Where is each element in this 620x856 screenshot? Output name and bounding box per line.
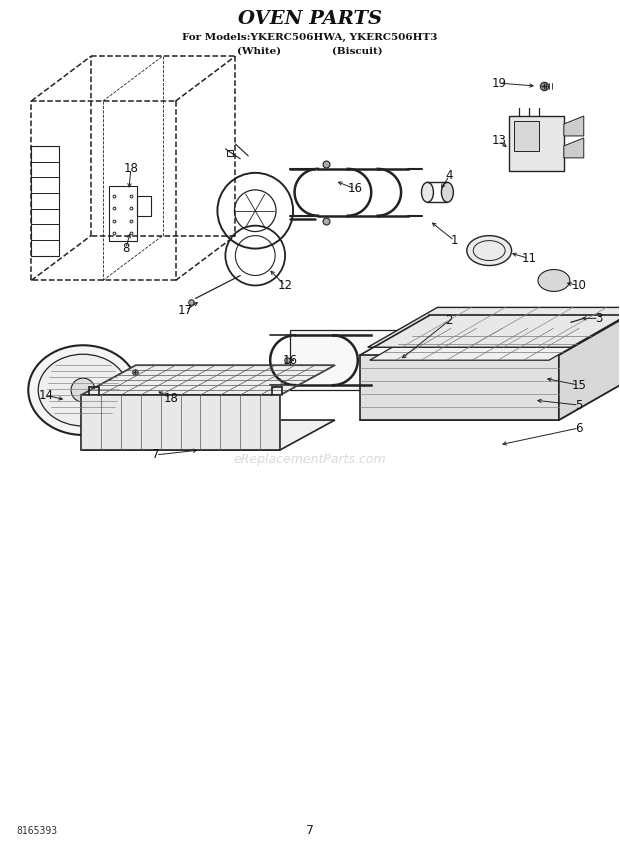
Text: 11: 11 — [521, 252, 536, 265]
Polygon shape — [81, 420, 335, 450]
Ellipse shape — [441, 182, 453, 202]
Text: 12: 12 — [278, 279, 293, 292]
Polygon shape — [514, 121, 539, 151]
Polygon shape — [564, 116, 584, 136]
Ellipse shape — [578, 308, 600, 323]
Polygon shape — [368, 307, 620, 348]
Polygon shape — [559, 315, 620, 420]
Text: 1: 1 — [451, 234, 458, 247]
Polygon shape — [290, 330, 430, 390]
Text: 18: 18 — [123, 163, 138, 175]
Text: 16: 16 — [283, 354, 298, 366]
Polygon shape — [564, 138, 584, 158]
Polygon shape — [360, 355, 559, 420]
Text: 18: 18 — [163, 391, 178, 405]
Text: 17: 17 — [178, 304, 193, 317]
Text: 8165393: 8165393 — [16, 826, 58, 835]
Text: 5: 5 — [575, 399, 582, 412]
Polygon shape — [81, 366, 335, 395]
Text: 15: 15 — [572, 378, 587, 392]
Text: (White)              (Biscuit): (White) (Biscuit) — [237, 47, 383, 56]
Text: OVEN PARTS: OVEN PARTS — [238, 10, 382, 28]
Text: 19: 19 — [492, 77, 507, 90]
Ellipse shape — [538, 270, 570, 291]
Text: 8: 8 — [122, 242, 130, 255]
Ellipse shape — [29, 345, 138, 435]
Text: 14: 14 — [38, 389, 54, 401]
Polygon shape — [509, 116, 564, 171]
Ellipse shape — [38, 354, 128, 426]
Text: 4: 4 — [446, 169, 453, 182]
Polygon shape — [370, 329, 604, 360]
Text: eReplacementParts.com: eReplacementParts.com — [234, 454, 386, 467]
Text: 7: 7 — [152, 449, 159, 461]
Ellipse shape — [422, 182, 433, 202]
Text: 10: 10 — [572, 279, 587, 292]
Text: 13: 13 — [492, 134, 507, 147]
Text: For Models:YKERC506HWA, YKERC506HT3: For Models:YKERC506HWA, YKERC506HT3 — [182, 33, 438, 42]
Text: 16: 16 — [347, 182, 362, 195]
Text: 2: 2 — [446, 314, 453, 327]
Polygon shape — [81, 395, 280, 450]
Circle shape — [71, 378, 95, 402]
Text: 6: 6 — [575, 421, 583, 435]
Polygon shape — [360, 380, 620, 420]
Text: 7: 7 — [306, 824, 314, 837]
Text: 3: 3 — [595, 312, 603, 325]
Ellipse shape — [467, 235, 512, 265]
